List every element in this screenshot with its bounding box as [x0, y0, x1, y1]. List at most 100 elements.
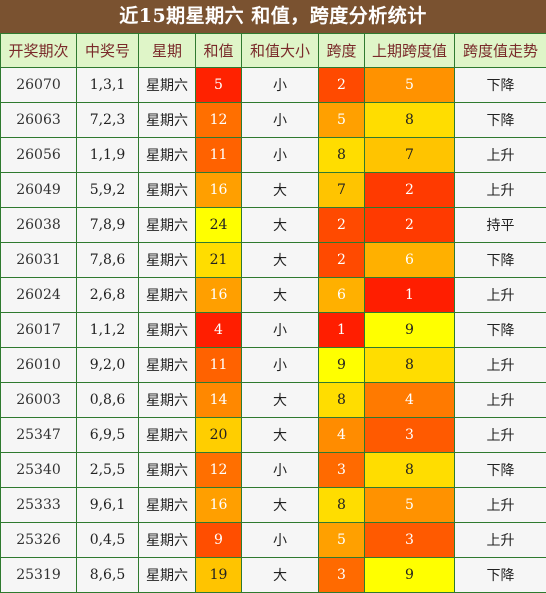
cell-span-trend: 上升 [455, 173, 546, 208]
header-sum: 和值 [196, 34, 242, 68]
cell-weekday: 星期六 [139, 103, 196, 138]
cell-prev-span: 6 [365, 243, 455, 278]
cell-numbers: 7,2,3 [77, 103, 139, 138]
header-span: 跨度 [319, 34, 365, 68]
cell-sum: 9 [196, 523, 242, 558]
cell-span-trend: 上升 [455, 418, 546, 453]
cell-span: 5 [319, 103, 365, 138]
cell-sum: 4 [196, 313, 242, 348]
cell-span: 8 [319, 488, 365, 523]
cell-issue: 25326 [1, 523, 77, 558]
cell-numbers: 1,1,2 [77, 313, 139, 348]
cell-span-trend: 上升 [455, 348, 546, 383]
cell-sum-size: 大 [242, 558, 319, 593]
cell-span: 6 [319, 278, 365, 313]
cell-sum: 11 [196, 138, 242, 173]
cell-span: 3 [319, 453, 365, 488]
cell-span-trend: 上升 [455, 488, 546, 523]
cell-sum-size: 小 [242, 348, 319, 383]
cell-numbers: 6,9,5 [77, 418, 139, 453]
cell-sum-size: 大 [242, 278, 319, 313]
cell-numbers: 7,8,9 [77, 208, 139, 243]
cell-sum: 16 [196, 278, 242, 313]
cell-prev-span: 5 [365, 488, 455, 523]
cell-weekday: 星期六 [139, 68, 196, 103]
cell-span: 3 [319, 558, 365, 593]
cell-prev-span: 3 [365, 418, 455, 453]
header-issue: 开奖期次 [1, 34, 77, 68]
cell-span: 2 [319, 68, 365, 103]
cell-weekday: 星期六 [139, 243, 196, 278]
cell-sum: 16 [196, 488, 242, 523]
cell-issue: 26031 [1, 243, 77, 278]
cell-sum-size: 大 [242, 173, 319, 208]
cell-span-trend: 上升 [455, 138, 546, 173]
cell-prev-span: 7 [365, 138, 455, 173]
cell-sum: 16 [196, 173, 242, 208]
cell-issue: 26063 [1, 103, 77, 138]
cell-prev-span: 9 [365, 313, 455, 348]
cell-weekday: 星期六 [139, 173, 196, 208]
cell-numbers: 2,5,5 [77, 453, 139, 488]
cell-numbers: 7,8,6 [77, 243, 139, 278]
cell-weekday: 星期六 [139, 523, 196, 558]
cell-span-trend: 下降 [455, 103, 546, 138]
cell-numbers: 8,6,5 [77, 558, 139, 593]
cell-sum: 12 [196, 103, 242, 138]
cell-prev-span: 4 [365, 383, 455, 418]
cell-issue: 25333 [1, 488, 77, 523]
stats-table: 开奖期次 中奖号 星期 和值 和值大小 跨度 上期跨度值 跨度值走势 26070… [0, 33, 546, 593]
cell-span: 8 [319, 138, 365, 173]
cell-sum-size: 大 [242, 418, 319, 453]
cell-span-trend: 下降 [455, 313, 546, 348]
cell-numbers: 9,6,1 [77, 488, 139, 523]
cell-numbers: 1,3,1 [77, 68, 139, 103]
cell-span: 2 [319, 208, 365, 243]
cell-numbers: 1,1,9 [77, 138, 139, 173]
cell-issue: 25347 [1, 418, 77, 453]
cell-sum-size: 小 [242, 453, 319, 488]
cell-sum-size: 小 [242, 138, 319, 173]
cell-prev-span: 8 [365, 453, 455, 488]
cell-sum-size: 大 [242, 488, 319, 523]
cell-issue: 26056 [1, 138, 77, 173]
cell-numbers: 2,6,8 [77, 278, 139, 313]
cell-prev-span: 8 [365, 348, 455, 383]
cell-span: 4 [319, 418, 365, 453]
cell-span: 9 [319, 348, 365, 383]
cell-sum-size: 大 [242, 208, 319, 243]
cell-sum: 21 [196, 243, 242, 278]
cell-sum-size: 小 [242, 523, 319, 558]
cell-span-trend: 下降 [455, 243, 546, 278]
cell-sum: 24 [196, 208, 242, 243]
cell-span-trend: 上升 [455, 383, 546, 418]
header-numbers: 中奖号 [77, 34, 139, 68]
cell-span-trend: 下降 [455, 453, 546, 488]
table-header-row: 开奖期次 中奖号 星期 和值 和值大小 跨度 上期跨度值 跨度值走势 [1, 34, 546, 68]
cell-sum: 5 [196, 68, 242, 103]
cell-numbers: 0,8,6 [77, 383, 139, 418]
cell-weekday: 星期六 [139, 138, 196, 173]
cell-prev-span: 2 [365, 173, 455, 208]
cell-prev-span: 8 [365, 103, 455, 138]
header-weekday: 星期 [139, 34, 196, 68]
cell-prev-span: 1 [365, 278, 455, 313]
cell-span: 2 [319, 243, 365, 278]
cell-issue: 25340 [1, 453, 77, 488]
cell-issue: 26038 [1, 208, 77, 243]
cell-issue: 26003 [1, 383, 77, 418]
